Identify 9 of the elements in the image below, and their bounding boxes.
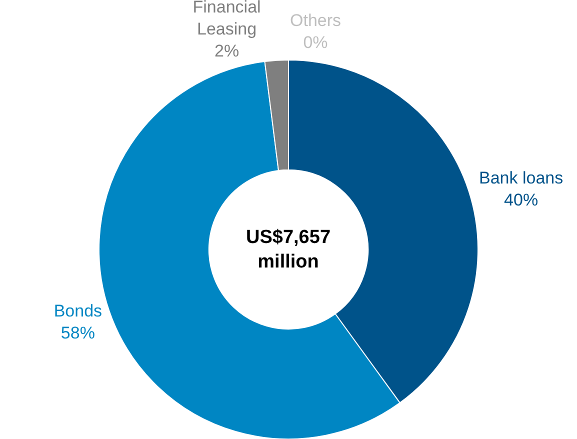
- text: US$7,657 million: [246, 227, 331, 273]
- slice-label: Financial Leasing: [192, 0, 261, 38]
- data-label: 2%: [214, 42, 240, 60]
- category-label: Others: [290, 11, 342, 30]
- slice-label: Bank loans: [479, 168, 564, 188]
- text: 0%: [303, 33, 328, 52]
- slice-label: Bonds: [54, 301, 102, 320]
- data-label: 58%: [60, 324, 95, 343]
- data-label: 40%: [504, 190, 538, 210]
